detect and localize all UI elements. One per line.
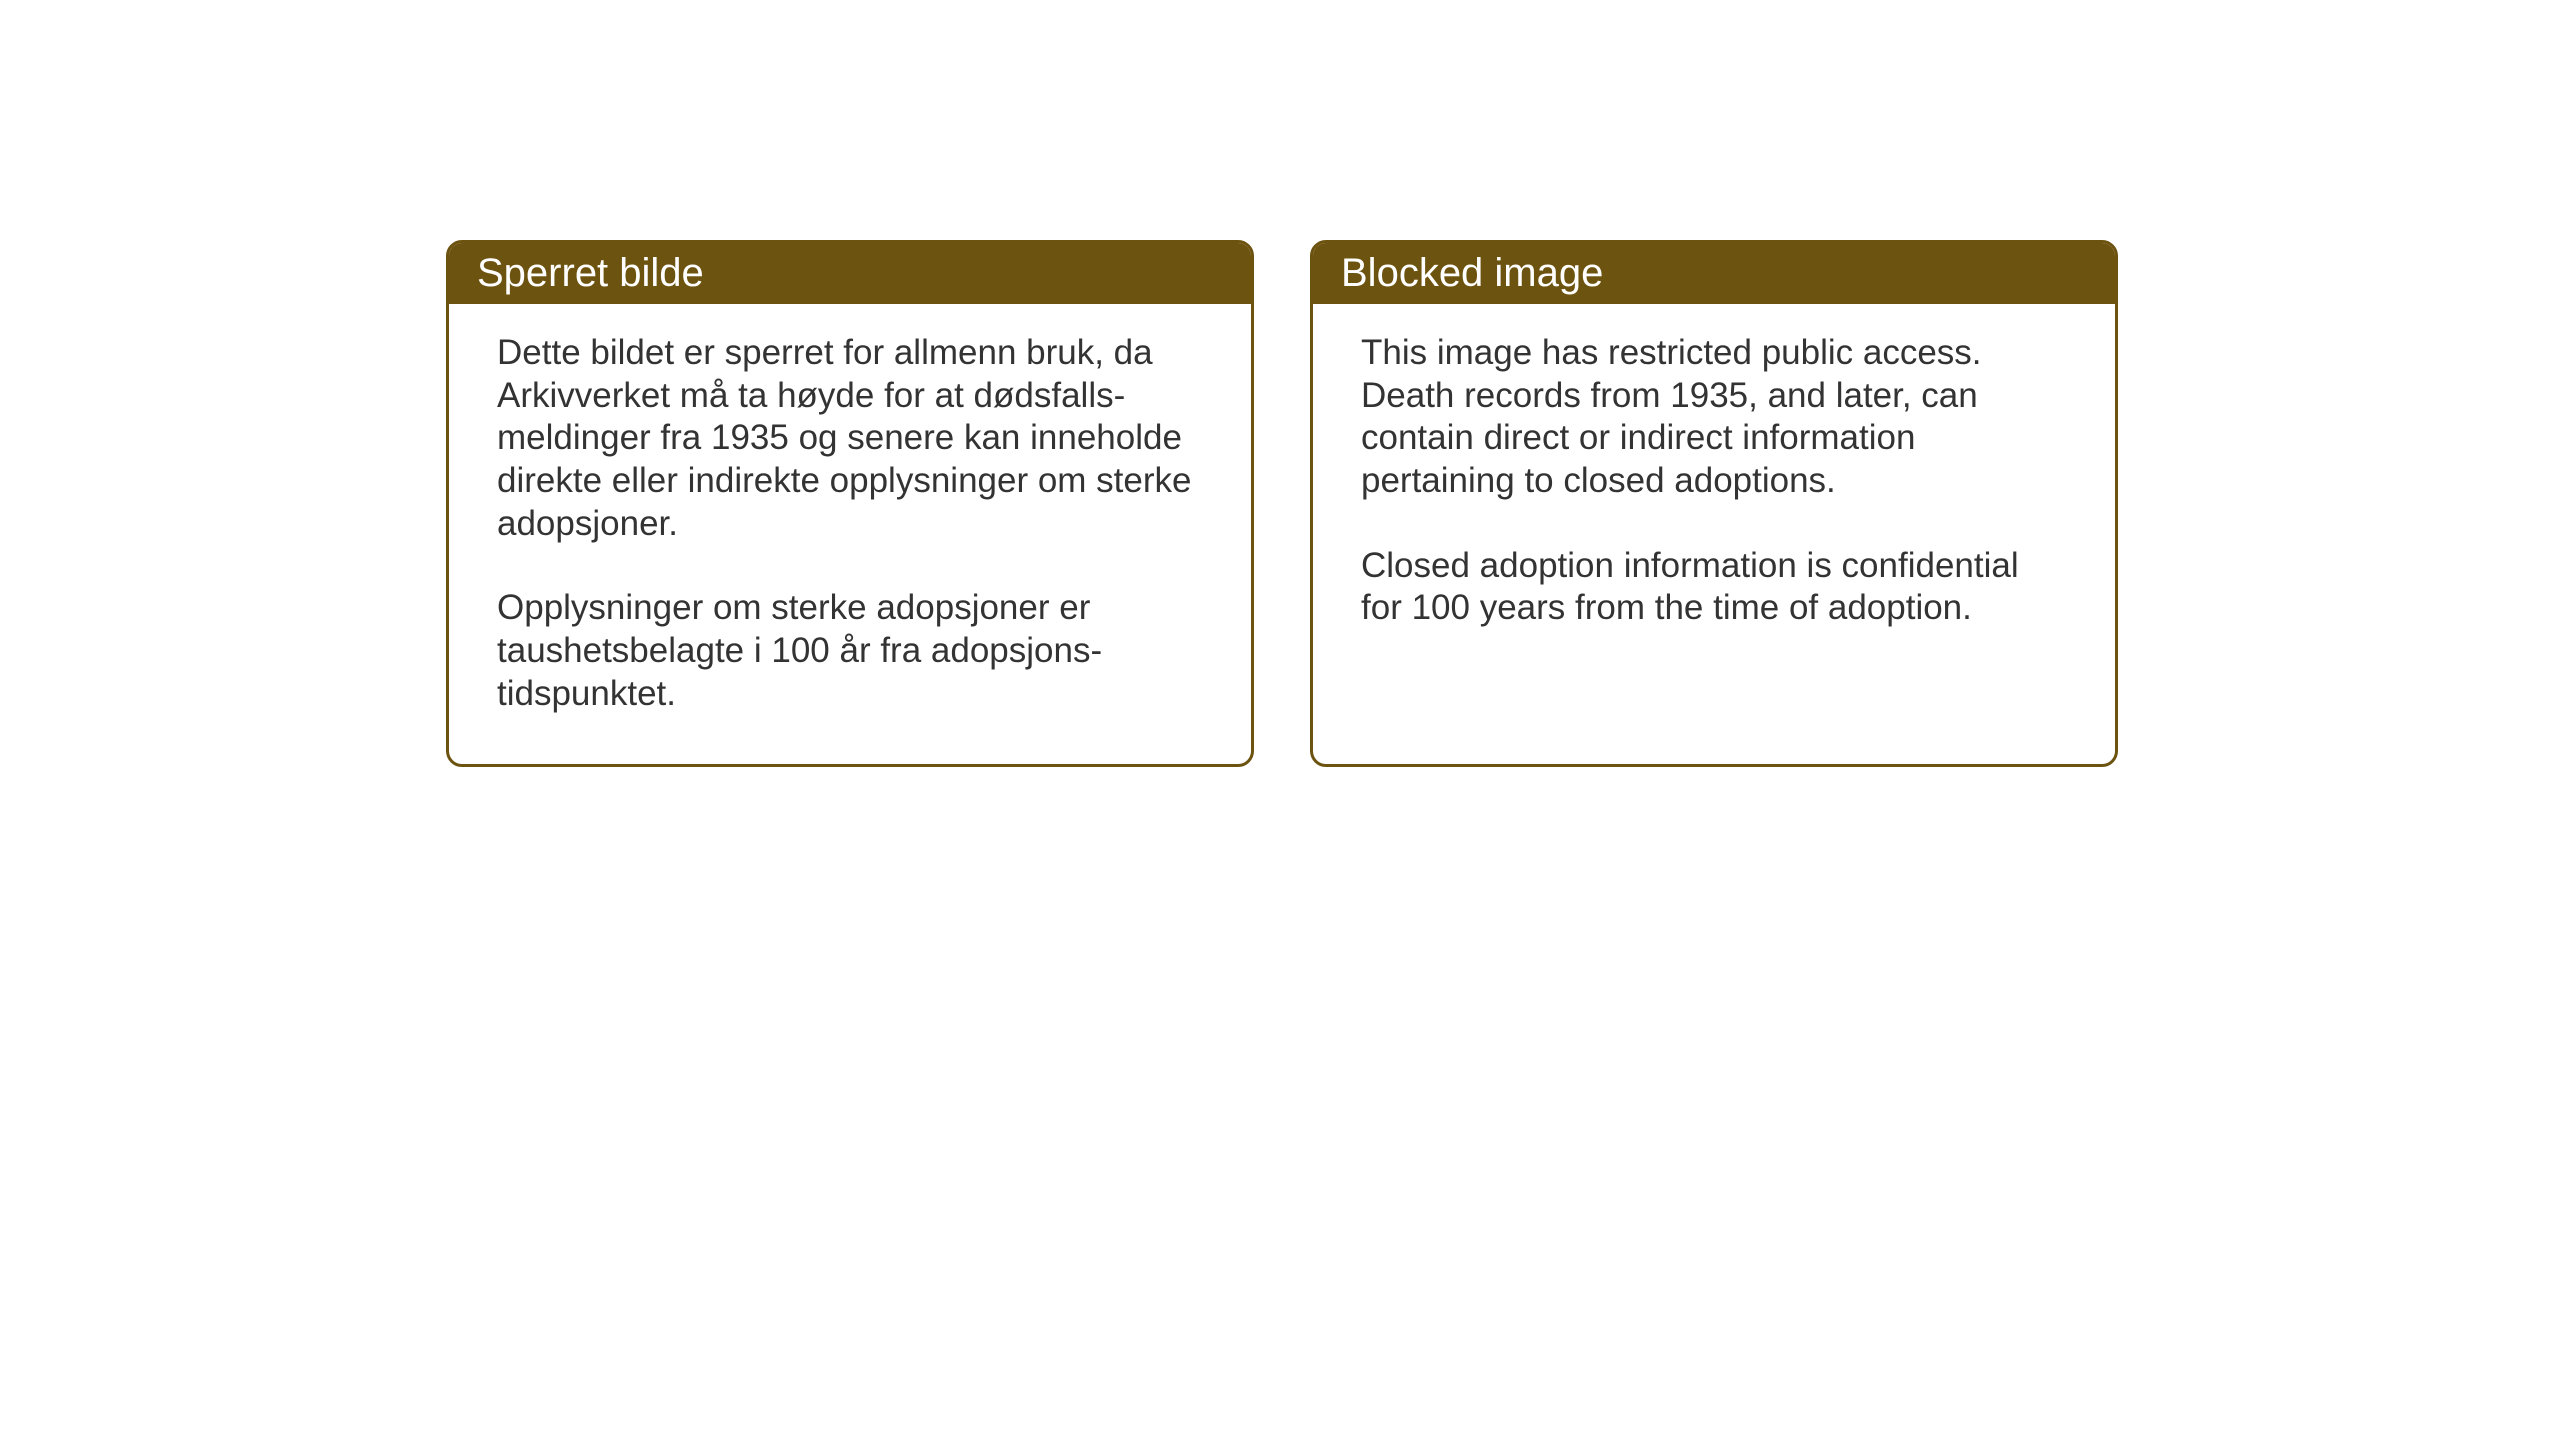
norwegian-card-title: Sperret bilde	[477, 251, 704, 295]
norwegian-card-body: Dette bildet er sperret for allmenn bruk…	[449, 304, 1251, 764]
norwegian-paragraph-1: Dette bildet er sperret for allmenn bruk…	[497, 332, 1203, 545]
english-card-header: Blocked image	[1313, 243, 2115, 304]
norwegian-card: Sperret bilde Dette bildet er sperret fo…	[446, 240, 1254, 767]
cards-container: Sperret bilde Dette bildet er sperret fo…	[446, 240, 2118, 767]
english-card: Blocked image This image has restricted …	[1310, 240, 2118, 767]
english-paragraph-1: This image has restricted public access.…	[1361, 332, 2067, 503]
english-card-body: This image has restricted public access.…	[1313, 304, 2115, 678]
english-card-title: Blocked image	[1341, 251, 1603, 295]
english-paragraph-2: Closed adoption information is confident…	[1361, 545, 2067, 630]
norwegian-card-header: Sperret bilde	[449, 243, 1251, 304]
norwegian-paragraph-2: Opplysninger om sterke adopsjoner er tau…	[497, 587, 1203, 715]
